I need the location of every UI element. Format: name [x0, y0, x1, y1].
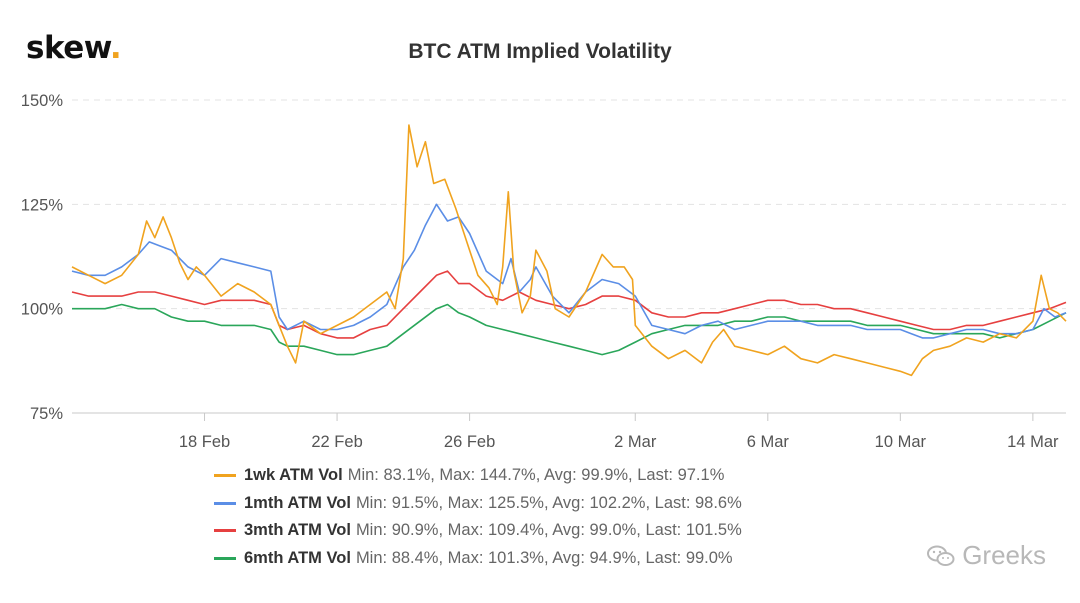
legend-swatch	[214, 556, 236, 560]
legend-series-name: 1mth ATM Vol	[244, 493, 351, 512]
y-tick-label: 150%	[21, 92, 64, 110]
x-tick-label: 26 Feb	[444, 433, 495, 451]
logo-text: skew	[26, 30, 110, 66]
series-line-1wk	[71, 124, 1067, 377]
series-line-1mth	[71, 203, 1067, 339]
y-tick-label: 125%	[21, 196, 64, 214]
x-tick-label: 18 Feb	[179, 433, 230, 451]
y-tick-label: 100%	[21, 301, 64, 319]
legend-series-stats: Min: 91.5%, Max: 125.5%, Avg: 102.2%, La…	[355, 493, 742, 512]
legend-item[interactable]: 1mth ATM Vol Min: 91.5%, Max: 125.5%, Avg…	[214, 490, 742, 518]
y-tick-label: 75%	[30, 405, 63, 423]
chart-legend: 1wk ATM Vol Min: 83.1%, Max: 144.7%, Avg:…	[214, 462, 742, 572]
legend-swatch	[214, 529, 236, 533]
x-tick-label: 2 Mar	[614, 433, 657, 451]
logo-dot: .	[109, 30, 122, 66]
legend-series-name: 6mth ATM Vol	[244, 548, 351, 567]
wechat-icon	[927, 545, 955, 566]
legend-item[interactable]: 6mth ATM Vol Min: 88.4%, Max: 101.3%, Avg…	[214, 545, 742, 573]
legend-series-stats: Min: 90.9%, Max: 109.4%, Avg: 99.0%, Las…	[355, 521, 742, 540]
legend-swatch	[214, 501, 236, 505]
legend-series-name: 1wk ATM Vol	[244, 466, 343, 485]
watermark: Greeks	[926, 540, 1046, 571]
series-line-6mth	[72, 303, 1067, 356]
legend-series-name: 3mth ATM Vol	[244, 521, 351, 540]
x-tick-label: 22 Feb	[311, 433, 362, 451]
x-tick-label: 10 Mar	[875, 433, 927, 451]
x-tick-label: 14 Mar	[1007, 433, 1059, 451]
legend-item[interactable]: 3mth ATM Vol Min: 90.9%, Max: 109.4%, Avg…	[214, 517, 742, 545]
chart-title: BTC ATM Implied Volatility	[408, 40, 672, 63]
legend-series-stats: Min: 83.1%, Max: 144.7%, Avg: 99.9%, Las…	[347, 466, 725, 485]
series-line-3mth	[71, 270, 1067, 339]
watermark-text: Greeks	[962, 540, 1046, 570]
legend-item[interactable]: 1wk ATM Vol Min: 83.1%, Max: 144.7%, Avg:…	[214, 462, 742, 490]
legend-swatch	[214, 474, 236, 478]
x-tick-label: 6 Mar	[747, 433, 790, 451]
skew-logo: skew.	[26, 30, 122, 66]
legend-series-stats: Min: 88.4%, Max: 101.3%, Avg: 94.9%, Las…	[355, 548, 733, 567]
